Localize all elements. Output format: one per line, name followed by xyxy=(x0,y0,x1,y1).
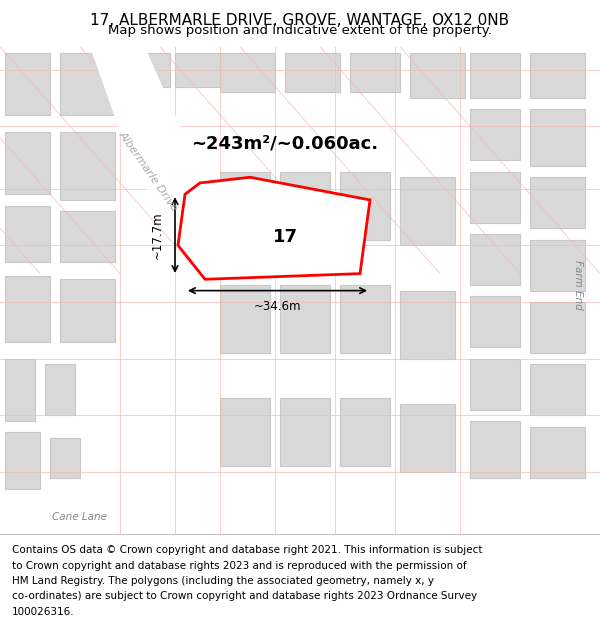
Text: Albermarle Drive: Albermarle Drive xyxy=(116,130,179,213)
Bar xyxy=(410,52,465,98)
Polygon shape xyxy=(178,177,370,279)
Text: ~17.7m: ~17.7m xyxy=(151,211,163,259)
Bar xyxy=(530,364,585,416)
Bar xyxy=(0,501,300,534)
Bar xyxy=(280,172,330,239)
Bar xyxy=(220,285,270,353)
Bar xyxy=(5,276,50,342)
Text: 17, ALBERMARLE DRIVE, GROVE, WANTAGE, OX12 0NB: 17, ALBERMARLE DRIVE, GROVE, WANTAGE, OX… xyxy=(91,13,509,28)
Bar xyxy=(220,172,270,239)
Text: Cane Lane: Cane Lane xyxy=(53,512,107,522)
Text: Contains OS data © Crown copyright and database right 2021. This information is : Contains OS data © Crown copyright and d… xyxy=(12,545,482,555)
Bar xyxy=(350,52,400,92)
Bar xyxy=(285,52,340,92)
Text: co-ordinates) are subject to Crown copyright and database rights 2023 Ordnance S: co-ordinates) are subject to Crown copyr… xyxy=(12,591,477,601)
Bar xyxy=(470,109,520,160)
Bar xyxy=(470,52,520,98)
Bar xyxy=(340,285,390,353)
Text: HM Land Registry. The polygons (including the associated geometry, namely x, y: HM Land Registry. The polygons (includin… xyxy=(12,576,434,586)
Bar xyxy=(340,172,390,239)
Bar xyxy=(60,132,115,200)
Bar xyxy=(400,291,455,359)
Text: 17: 17 xyxy=(272,228,298,246)
Bar xyxy=(60,211,115,262)
Polygon shape xyxy=(90,47,215,228)
Text: 100026316.: 100026316. xyxy=(12,607,74,617)
Bar xyxy=(280,398,330,466)
Bar xyxy=(175,52,220,86)
Text: ~34.6m: ~34.6m xyxy=(254,300,301,313)
Text: Farm End: Farm End xyxy=(573,260,583,310)
Bar xyxy=(125,52,170,86)
Bar xyxy=(5,432,40,489)
Bar xyxy=(5,52,50,115)
Text: Map shows position and indicative extent of the property.: Map shows position and indicative extent… xyxy=(108,24,492,36)
Bar xyxy=(45,364,75,416)
Bar xyxy=(470,296,520,348)
Bar xyxy=(60,279,115,342)
Bar xyxy=(5,206,50,262)
Bar xyxy=(530,427,585,478)
Bar xyxy=(60,52,115,115)
Bar xyxy=(470,359,520,409)
Bar xyxy=(470,234,520,285)
Bar xyxy=(340,398,390,466)
Text: ~243m²/~0.060ac.: ~243m²/~0.060ac. xyxy=(191,134,379,152)
Bar xyxy=(220,398,270,466)
Bar xyxy=(220,52,275,92)
Bar xyxy=(400,404,455,472)
Bar xyxy=(280,285,330,353)
Polygon shape xyxy=(165,211,220,228)
Bar xyxy=(5,132,50,194)
Bar xyxy=(470,421,520,478)
Bar xyxy=(470,172,520,222)
Bar xyxy=(50,438,80,478)
Text: to Crown copyright and database rights 2023 and is reproduced with the permissio: to Crown copyright and database rights 2… xyxy=(12,561,467,571)
Bar xyxy=(530,302,585,353)
Bar xyxy=(560,47,600,534)
Bar xyxy=(530,52,585,98)
Bar xyxy=(400,177,455,245)
Bar xyxy=(5,359,35,421)
Bar xyxy=(530,109,585,166)
Bar xyxy=(530,177,585,228)
Bar xyxy=(530,239,585,291)
